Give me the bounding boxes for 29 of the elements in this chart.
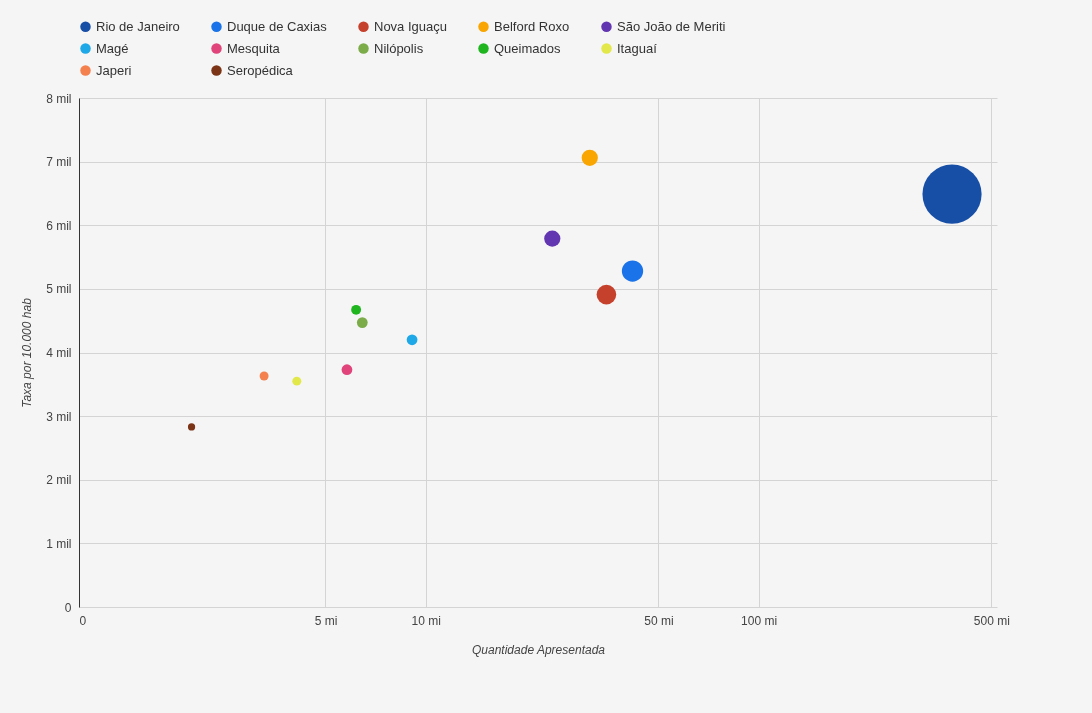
legend-label: Mesquita	[227, 40, 281, 56]
x-tick-label: 5 mi	[314, 613, 338, 628]
x-axis-title: Quantidade Apresentada	[472, 642, 606, 657]
legend-label: Queimados	[494, 40, 561, 56]
legend-label: Belford Roxo	[494, 18, 570, 34]
y-tick-label: 6 mil	[46, 218, 72, 233]
y-tick-label: 7 mil	[46, 155, 72, 170]
legend-label: Nilópolis	[374, 40, 424, 56]
legend-label: Seropédica	[227, 62, 294, 78]
legend-label: Itaguaí	[617, 40, 658, 56]
y-tick-label: 5 mil	[46, 282, 72, 297]
legend-label: São João de Meriti	[617, 18, 726, 34]
legend-label: Magé	[96, 40, 129, 56]
legend-label: Rio de Janeiro	[96, 18, 180, 34]
x-tick-label: 10 mi	[411, 613, 441, 628]
y-tick-label: 3 mil	[46, 409, 72, 424]
y-tick-label: 1 mil	[46, 536, 72, 551]
x-tick-label: 0	[79, 613, 87, 628]
legend-label: Duque de Caxias	[227, 18, 328, 34]
y-tick-label: 4 mil	[46, 346, 72, 360]
y-axis-title: Taxa por 10.000 hab	[20, 297, 35, 408]
x-tick-label: 100 mi	[741, 613, 778, 628]
y-tick-label: 8 mil	[46, 91, 72, 106]
y-tick-label: 2 mil	[46, 473, 72, 488]
legend-label: Japeri	[96, 62, 132, 78]
x-tick-label: 500 mi	[973, 613, 1010, 628]
y-tick-label: 0	[64, 600, 72, 615]
x-tick-label: 50 mi	[644, 613, 674, 628]
legend-label: Nova Iguaçu	[374, 18, 447, 34]
